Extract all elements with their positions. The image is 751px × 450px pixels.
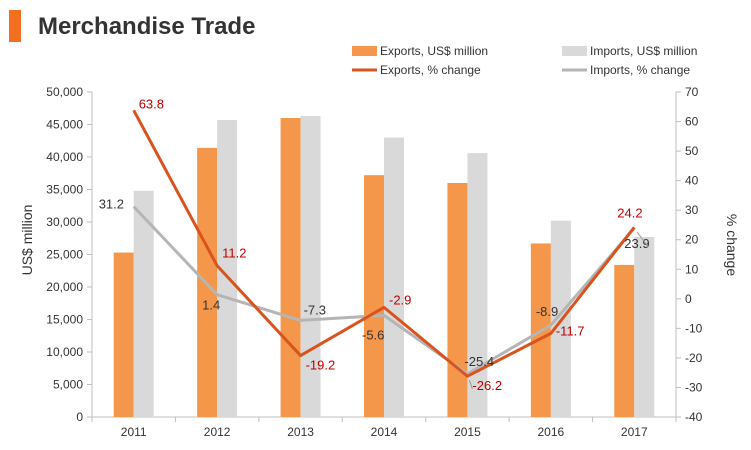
y-tick-label: 45,000 xyxy=(46,118,83,132)
data-labels: 63.8 11.2 -19.2 -2.9 -26.2 -11.7 24.2 31.2 1.4 -7… xyxy=(99,96,650,393)
y2-tick-label: 40 xyxy=(685,174,699,188)
chart-title: Merchandise Trade xyxy=(38,13,255,40)
y2-tick-label: 20 xyxy=(685,233,699,247)
import-bar xyxy=(384,137,404,417)
y-tick-label: 10,000 xyxy=(46,345,83,359)
y-tick-label: 0 xyxy=(76,410,83,424)
import-bar xyxy=(133,190,154,417)
y-tick-label: 15,000 xyxy=(46,313,83,327)
y2-tick-label: -30 xyxy=(685,380,703,394)
x-tick-label: 2017 xyxy=(621,425,648,439)
legend-label: Exports, % change xyxy=(380,63,481,77)
y2-tick-label: 30 xyxy=(685,203,699,217)
y2-tick-label: -10 xyxy=(685,321,703,335)
y-tick-label: 25,000 xyxy=(46,248,83,262)
label-leader-line xyxy=(468,380,473,390)
export-change-label: -26.2 xyxy=(472,378,502,393)
export-change-label: 24.2 xyxy=(617,205,642,220)
y2-tick-label: 0 xyxy=(685,292,692,306)
y-tick-label: 50,000 xyxy=(46,85,83,99)
imports-change-line xyxy=(132,205,636,376)
import-change-label: -5.6 xyxy=(362,327,384,342)
import-change-label: 1.4 xyxy=(202,298,220,313)
legend-label: Imports, % change xyxy=(590,63,690,77)
y2-tick-label: 50 xyxy=(685,144,699,158)
export-bar xyxy=(364,175,384,417)
export-change-label: -11.7 xyxy=(556,323,585,338)
x-tick-label: 2016 xyxy=(538,425,565,439)
export-bar xyxy=(280,118,301,417)
import-bar xyxy=(634,236,655,417)
export-bar xyxy=(614,264,635,417)
export-change-label: 11.2 xyxy=(222,246,246,261)
legend-swatch xyxy=(562,46,587,56)
y2-tick-label: -20 xyxy=(685,351,703,365)
y-axis-title: US$ million xyxy=(19,205,35,276)
x-tick-label: 2013 xyxy=(287,425,314,439)
y-tick-label: 40,000 xyxy=(46,150,83,164)
import-bar xyxy=(300,116,321,418)
import-change-label: 31.2 xyxy=(99,197,124,212)
y-tick-label: 5,000 xyxy=(53,378,83,392)
import-bar xyxy=(467,153,488,417)
y2-tick-label: 10 xyxy=(685,262,699,276)
lines xyxy=(132,109,636,378)
legend: Exports, US$ million Imports, US$ million… xyxy=(352,44,697,77)
import-change-label: -7.3 xyxy=(304,302,326,317)
import-bar xyxy=(217,119,238,417)
y2-axis-title: % change xyxy=(724,214,740,276)
legend-swatch xyxy=(352,46,377,56)
y2-tick-label: -40 xyxy=(685,410,703,424)
export-change-label: 63.8 xyxy=(139,96,164,111)
exports-change-line xyxy=(132,109,636,378)
export-change-label: -2.9 xyxy=(389,292,411,307)
y-tick-label: 20,000 xyxy=(46,280,83,294)
legend-label: Exports, US$ million xyxy=(380,44,488,58)
y2-tick-label: 60 xyxy=(685,115,699,129)
x-tick-label: 2011 xyxy=(121,425,147,439)
export-bar xyxy=(447,183,468,417)
x-tick-label: 2014 xyxy=(371,425,398,439)
x-tick-label: 2012 xyxy=(204,425,231,439)
label-leader-line xyxy=(636,231,649,248)
x-tick-label: 2015 xyxy=(454,425,481,439)
y2-tick-label: 70 xyxy=(685,85,699,99)
y-tick-label: 30,000 xyxy=(46,215,83,229)
export-bar xyxy=(113,252,134,417)
title-accent-bar xyxy=(9,10,21,42)
axes: 0 5,000 10,000 15,000 20,000 25,000 30,000 35,0… xyxy=(46,85,702,439)
import-change-label: -25.4 xyxy=(464,354,494,369)
export-change-label: -19.2 xyxy=(306,358,336,373)
import-change-label: -8.9 xyxy=(536,304,558,319)
y-tick-label: 35,000 xyxy=(46,183,83,197)
bars xyxy=(113,116,655,418)
legend-label: Imports, US$ million xyxy=(590,44,697,58)
